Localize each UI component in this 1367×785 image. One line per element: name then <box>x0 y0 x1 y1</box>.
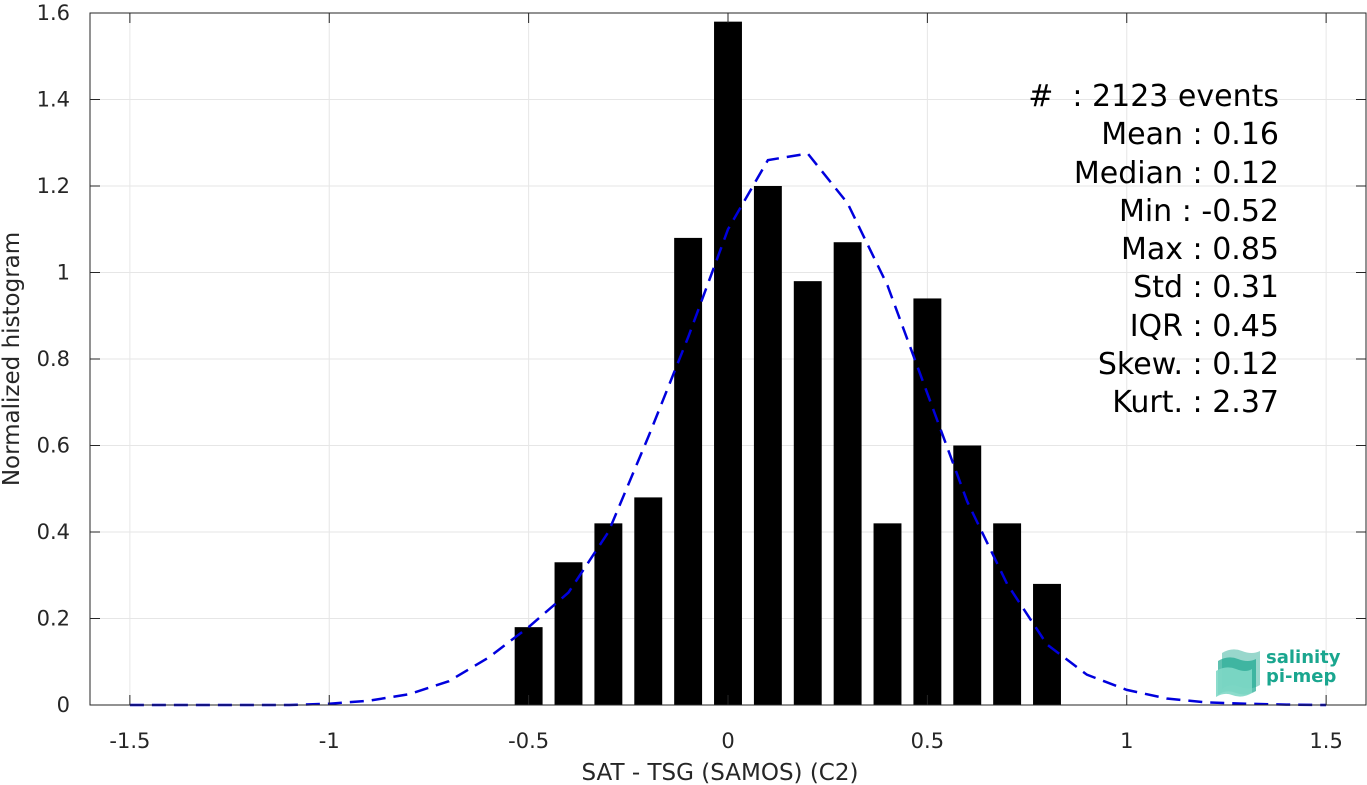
histogram-bar <box>634 497 663 705</box>
histogram-bar <box>514 627 543 705</box>
y-axis-label: Normalized histogram <box>0 232 25 486</box>
histogram-bar <box>714 21 742 705</box>
y-tick-label: 0 <box>57 693 70 717</box>
histogram-bar <box>753 186 782 705</box>
y-tick-label: 0.4 <box>37 520 70 544</box>
y-tick-label: 1.4 <box>37 88 70 112</box>
y-tick-label: 1 <box>57 261 70 285</box>
x-tick-label: 1.5 <box>1309 729 1342 753</box>
x-axis-label: SAT - TSG (SAMOS) (C2) <box>582 760 859 785</box>
histogram-bar <box>873 523 902 705</box>
histogram-bar <box>913 298 942 705</box>
logo-line-2: pi-mep <box>1266 666 1337 687</box>
histogram-bar <box>793 281 822 705</box>
histogram-bars <box>514 21 1061 705</box>
axis-ticks: -1.5 -1 -0.5 0 0.5 1 1.5 0 0.2 0.4 0.6 0.8 1 1.2 1.4 1.… <box>37 1 1366 753</box>
x-tick-label: -1 <box>319 729 340 753</box>
histogram-bar <box>953 445 982 705</box>
logo-text: salinity pi-mep <box>1266 648 1341 686</box>
stat-kurt: Kurt. : 2.37 <box>1112 385 1279 421</box>
salinity-pi-mep-logo: salinity pi-mep <box>1216 645 1346 697</box>
stat-min: Min : -0.52 <box>1118 193 1279 229</box>
stat-std: Std : 0.31 <box>1133 270 1279 306</box>
y-tick-label: 1.6 <box>37 1 70 25</box>
y-tick-label: 0.2 <box>37 607 70 631</box>
stat-max: Max : 0.85 <box>1121 232 1279 268</box>
histogram-bar <box>674 237 703 705</box>
y-tick-label: 0.8 <box>37 347 70 371</box>
stat-median: Median : 0.12 <box>1073 155 1279 191</box>
statistics-panel: # : 2123 events Mean : 0.16 Median : 0.1… <box>1028 78 1279 423</box>
x-tick-label: 1 <box>1120 729 1133 753</box>
stat-iqr: IQR : 0.45 <box>1129 308 1279 344</box>
stat-mean: Mean : 0.16 <box>1101 117 1279 153</box>
y-tick-label: 0.6 <box>37 434 70 458</box>
y-tick-label: 1.2 <box>37 174 70 198</box>
stat-skew: Skew. : 0.12 <box>1097 347 1279 383</box>
logo-line-1: salinity <box>1266 647 1341 668</box>
x-tick-label: -0.5 <box>508 729 549 753</box>
histogram-bar <box>554 562 583 705</box>
histogram-bar <box>594 523 623 705</box>
stat-count: # : 2123 events <box>1028 79 1279 114</box>
histogram-bar <box>833 242 862 705</box>
x-tick-label: -1.5 <box>109 729 150 753</box>
logo-wave-icon <box>1216 649 1260 697</box>
x-tick-label: 0.5 <box>911 729 944 753</box>
histogram-bar <box>1033 583 1061 705</box>
histogram-bar <box>993 523 1022 705</box>
x-tick-label: 0 <box>721 729 734 753</box>
